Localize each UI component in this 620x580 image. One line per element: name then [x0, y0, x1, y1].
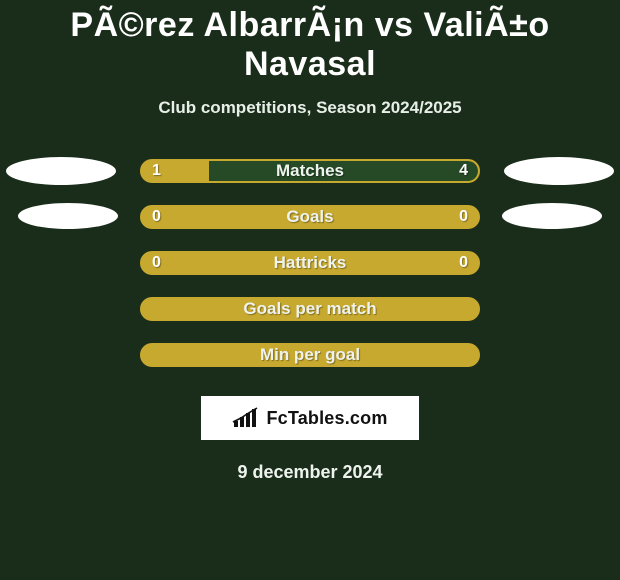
stat-row: 1 4 Matches [0, 148, 620, 194]
stat-bar: 0 0 Goals [140, 205, 480, 229]
stat-value-right: 4 [459, 162, 468, 180]
player-left-ellipse [18, 203, 118, 229]
page-title: PÃ©rez AlbarrÃ¡n vs ValiÃ±o Navasal [0, 6, 620, 84]
stat-rows: 1 4 Matches 0 0 Goals 0 0 Hattricks Goals per mat… [0, 148, 620, 378]
stat-value-left: 1 [152, 162, 161, 180]
stat-value-right: 0 [459, 254, 468, 272]
player-right-ellipse [502, 203, 602, 229]
stat-value-left: 0 [152, 254, 161, 272]
stat-value-right: 0 [459, 208, 468, 226]
stat-bar: 0 0 Hattricks [140, 251, 480, 275]
stat-row: Min per goal [0, 332, 620, 378]
stat-label: Hattricks [274, 253, 347, 273]
stat-label: Min per goal [260, 345, 360, 365]
stat-row: Goals per match [0, 286, 620, 332]
logo-text: FcTables.com [266, 408, 387, 429]
date-text: 9 december 2024 [0, 462, 620, 483]
player-left-ellipse [6, 157, 116, 185]
player-right-ellipse [504, 157, 614, 185]
stat-row: 0 0 Goals [0, 194, 620, 240]
stat-label: Matches [276, 161, 344, 181]
bar-chart-icon [232, 407, 260, 429]
stat-bar: 1 4 Matches [140, 159, 480, 183]
stat-row: 0 0 Hattricks [0, 240, 620, 286]
stat-label: Goals [286, 207, 333, 227]
stat-bar: Goals per match [140, 297, 480, 321]
comparison-infographic: PÃ©rez AlbarrÃ¡n vs ValiÃ±o Navasal Club… [0, 0, 620, 580]
stat-label: Goals per match [243, 299, 376, 319]
stat-value-left: 0 [152, 208, 161, 226]
stat-bar: Min per goal [140, 343, 480, 367]
fctables-logo: FcTables.com [201, 396, 419, 440]
subtitle: Club competitions, Season 2024/2025 [0, 98, 620, 118]
